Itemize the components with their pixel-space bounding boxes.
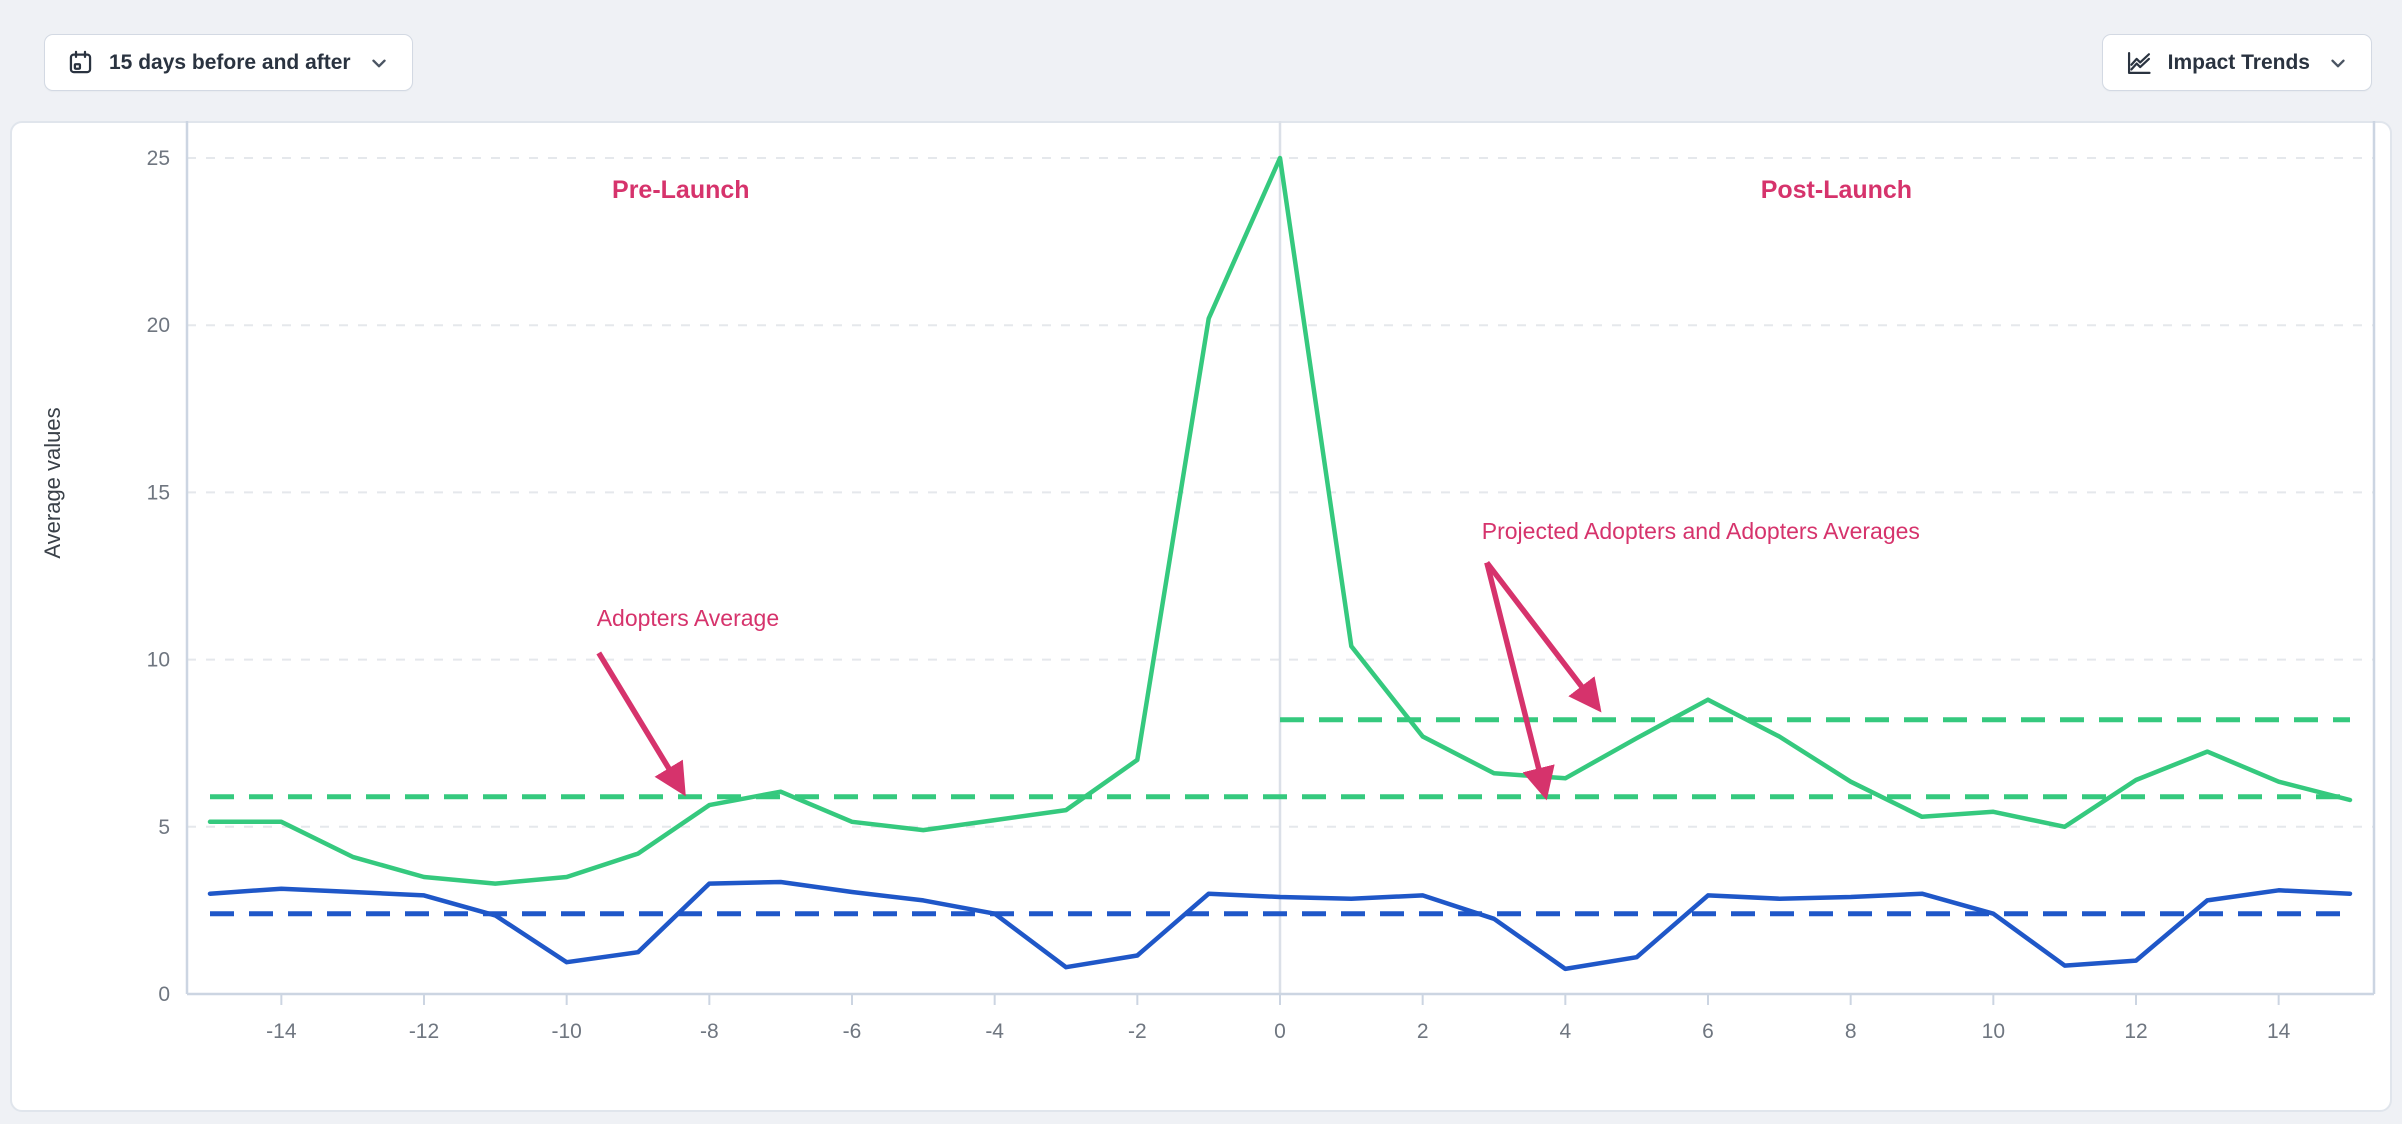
adopters-average-annotation: Adopters Average <box>597 605 779 631</box>
y-tick-label-15: 15 <box>147 481 170 504</box>
date-range-button[interactable]: 15 days before and after <box>44 34 413 91</box>
adopters-line <box>207 155 2353 886</box>
projected-and-adopters-averages-arrow-2 <box>1484 561 1555 801</box>
x-tick-label--12: -12 <box>409 1020 439 1043</box>
x-tick-label-4: 4 <box>1559 1020 1571 1043</box>
projected-and-adopters-averages-annotation: Projected Adopters and Adopters Averages <box>1482 518 1920 544</box>
x-tick-label--10: -10 <box>551 1020 581 1043</box>
pre-launch-annotation: Pre-Launch <box>612 176 750 204</box>
impact-trends-button[interactable]: Impact Trends <box>2101 34 2372 91</box>
y-tick-label-5: 5 <box>158 816 170 839</box>
x-tick-label-0: 0 <box>1274 1020 1286 1043</box>
projected-adopters-line <box>207 879 2353 972</box>
x-tick-label-12: 12 <box>2124 1020 2147 1043</box>
y-tick-label-20: 20 <box>147 314 170 337</box>
x-tick-label-10: 10 <box>1982 1020 2005 1043</box>
x-tick-label-6: 6 <box>1702 1020 1714 1043</box>
chevron-down-icon <box>2327 52 2349 74</box>
chart-card <box>10 121 2392 1112</box>
x-tick-label--2: -2 <box>1128 1020 1147 1043</box>
x-tick-label-8: 8 <box>1845 1020 1857 1043</box>
adopters-average-arrow-1 <box>596 651 686 797</box>
calendar-icon <box>67 49 94 76</box>
x-tick-label--6: -6 <box>843 1020 862 1043</box>
y-tick-label-10: 10 <box>147 649 170 672</box>
projected-and-adopters-averages-arrow-1 <box>1484 560 1602 713</box>
x-tick-label--4: -4 <box>985 1020 1004 1043</box>
x-tick-label-2: 2 <box>1417 1020 1429 1043</box>
y-tick-label-25: 25 <box>147 147 170 170</box>
y-tick-label-0: 0 <box>158 983 170 1006</box>
y-axis-title: Average values <box>40 407 65 558</box>
impact-trends-label: Impact Trends <box>2167 50 2310 74</box>
x-tick-label-14: 14 <box>2267 1020 2291 1043</box>
x-tick-label--14: -14 <box>266 1020 297 1043</box>
x-tick-label--8: -8 <box>700 1020 719 1043</box>
trend-chart-icon <box>2125 49 2153 77</box>
chevron-down-icon <box>368 52 390 74</box>
post-launch-annotation: Post-Launch <box>1761 176 1912 204</box>
date-range-label: 15 days before and after <box>109 50 351 74</box>
